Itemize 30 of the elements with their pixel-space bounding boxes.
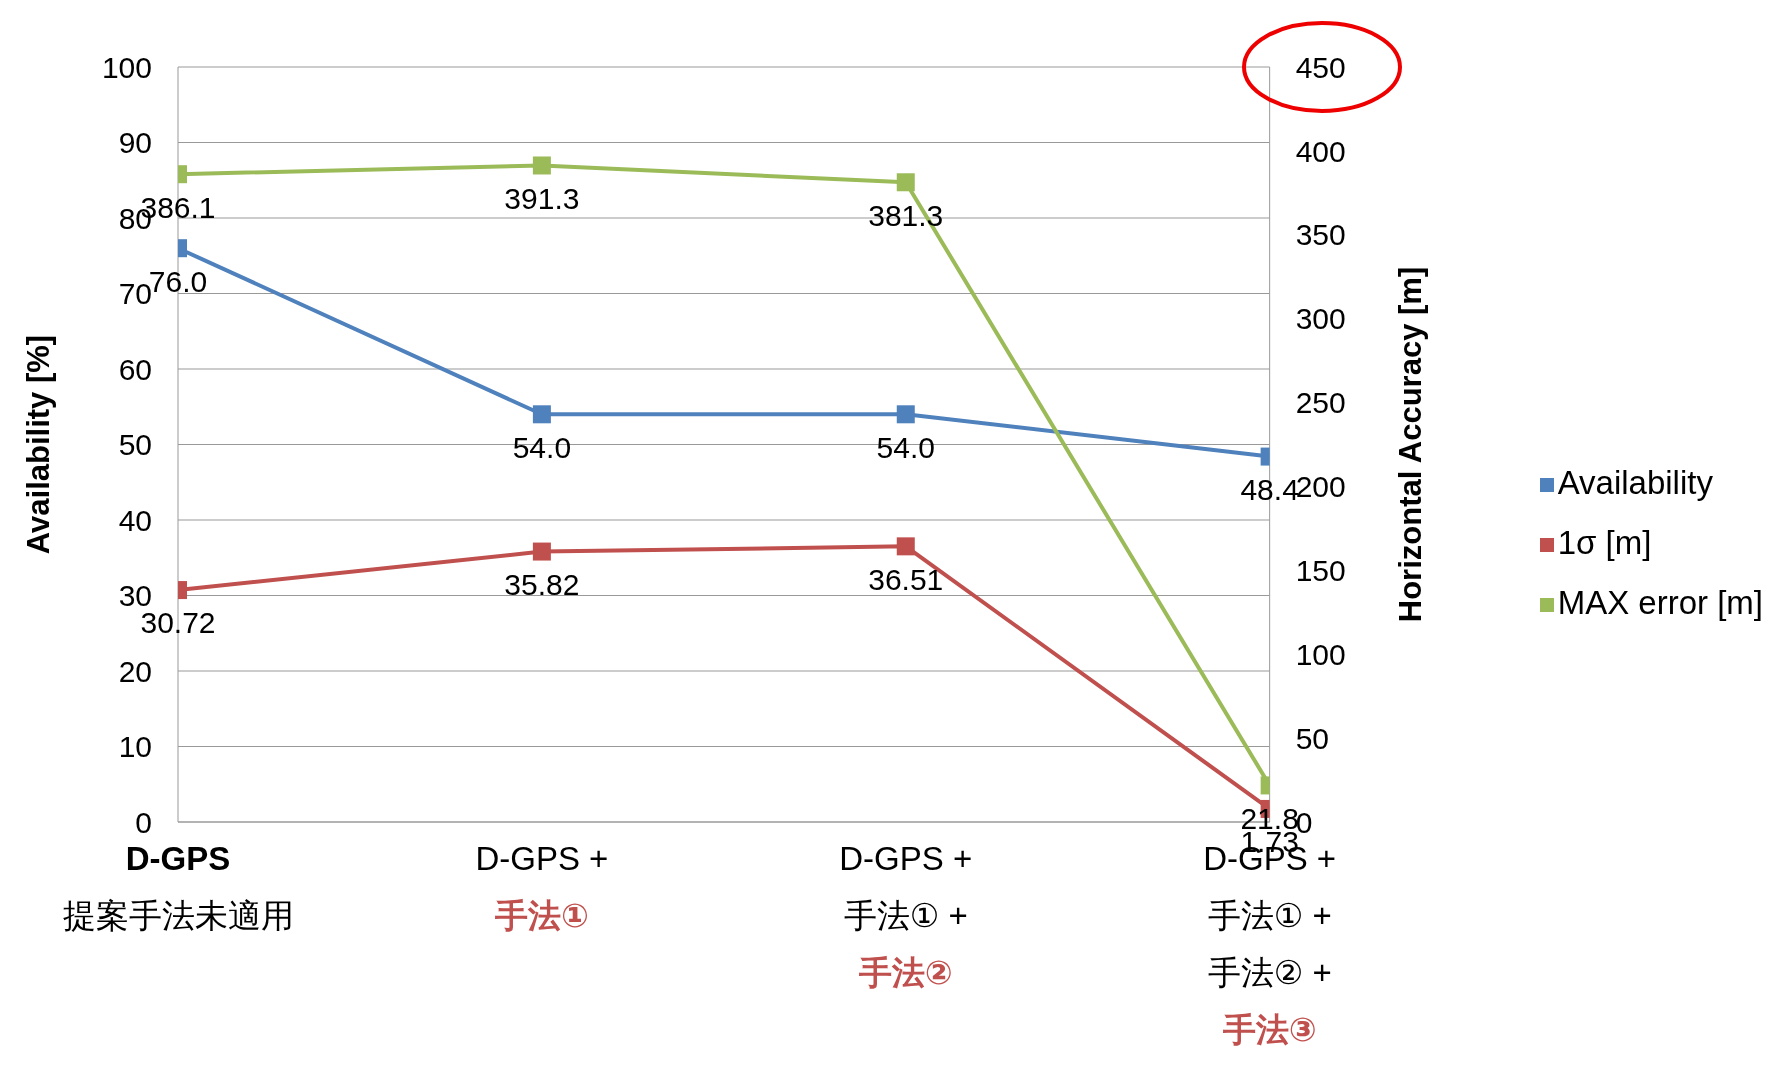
y2-tick-label: 150: [1295, 553, 1346, 587]
y-tick-label: 40: [118, 503, 152, 537]
y2-tick-label: 50: [1295, 721, 1330, 755]
y-tick-label: 60: [118, 352, 152, 386]
y-tick-label: 10: [118, 730, 152, 764]
y2-tick-label: 100: [1295, 637, 1346, 671]
x-tick-label: D-GPS 提案手法未適用: [62, 840, 294, 934]
y2-axis-title: Horizontal Accuracy [m]: [1392, 266, 1428, 623]
y2-tick-label: 250: [1295, 386, 1346, 420]
legend-label: Availability: [1557, 464, 1713, 501]
y-axis-title: Availability [%]: [21, 334, 57, 555]
y2-tick-label: 450: [1295, 50, 1346, 84]
data-label: 54.0: [876, 430, 935, 464]
y-tick-label: 0: [135, 805, 152, 839]
y2-tick-label: 400: [1295, 134, 1346, 168]
y-tick-label: 20: [118, 654, 152, 688]
y-tick-label: 100: [101, 50, 152, 84]
data-label: 35.82: [504, 567, 580, 601]
data-label: 36.51: [868, 562, 944, 596]
x-tick-label: D-GPS + 手法① + 手法②: [839, 840, 973, 991]
y2-tick-label: 300: [1295, 302, 1346, 336]
x-tick-label: D-GPS + 手法①: [475, 840, 609, 934]
legend-label: MAX error [m]: [1557, 584, 1763, 621]
legend-label: 1σ [m]: [1557, 524, 1652, 561]
data-label: 54.0: [512, 430, 572, 464]
y2-tick-label: 350: [1295, 218, 1346, 252]
data-label: 391.3: [504, 181, 580, 215]
data-label: 48.4: [1240, 472, 1299, 506]
y-tick-label: 90: [118, 126, 152, 160]
y-tick-label: 50: [118, 428, 152, 462]
